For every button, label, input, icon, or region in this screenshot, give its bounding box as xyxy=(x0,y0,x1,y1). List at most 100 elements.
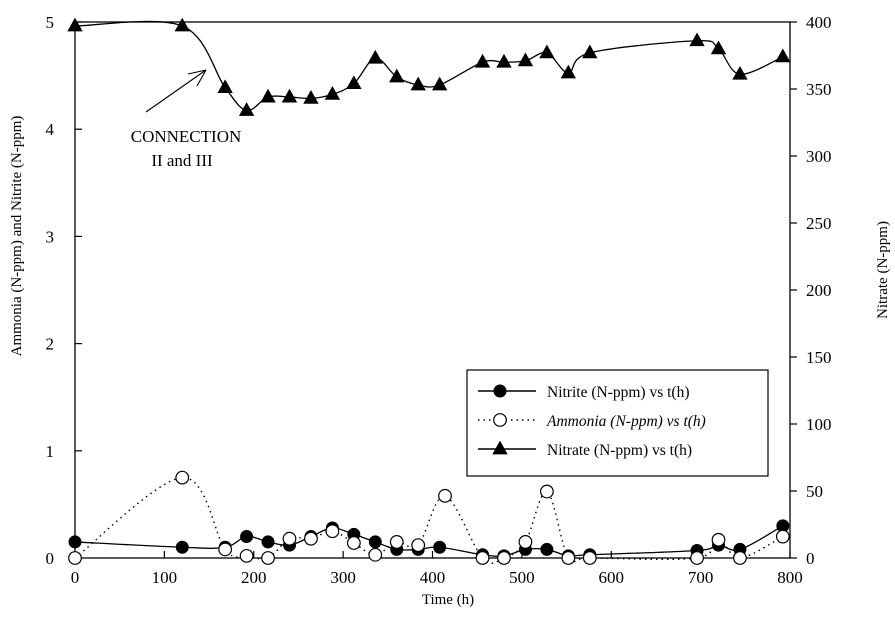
data-point-ammonia xyxy=(540,484,554,499)
y-left-tick-label: 0 xyxy=(46,549,55,568)
data-point-nitrate xyxy=(367,49,383,64)
data-point-nitrate xyxy=(281,88,298,103)
legend-label-nitrite: Nitrite (N-ppm) vs t(h) xyxy=(547,384,689,401)
y-right-tick-label: 50 xyxy=(806,482,823,501)
legend-label-ammonia: Ammonia (N-ppm) vs t(h) xyxy=(546,413,706,430)
data-point-nitrate xyxy=(732,65,748,80)
legend-marker-ammonia xyxy=(493,413,507,427)
annotation-line-1: CONNECTION xyxy=(131,127,242,146)
data-point-ammonia xyxy=(304,531,318,546)
data-point-nitrate xyxy=(474,53,491,68)
data-point-ammonia xyxy=(690,551,704,565)
y-right-tick-label: 350 xyxy=(806,80,832,99)
data-point-ammonia xyxy=(346,536,361,550)
data-point-ammonia xyxy=(239,548,254,563)
legend-box xyxy=(466,369,769,477)
y-left-axis-title: Ammonia (N-ppm) and Nitrite (N-ppm) xyxy=(9,116,25,357)
data-point-nitrate xyxy=(517,52,534,67)
data-point-ammonia xyxy=(518,535,533,549)
data-point-ammonia xyxy=(68,551,82,565)
y-right-tick-label: 250 xyxy=(806,214,832,233)
data-point-nitrite xyxy=(540,542,554,556)
legend: Nitrite (N-ppm) vs t(h) Ammonia (N-ppm) … xyxy=(466,369,769,477)
y-right-tick-label: 400 xyxy=(806,13,832,32)
data-point-nitrate xyxy=(238,102,255,116)
legend-label-nitrate: Nitrate (N-ppm) vs t(h) xyxy=(547,442,692,459)
legend-marker-nitrite xyxy=(493,384,507,398)
data-point-ammonia xyxy=(261,551,275,565)
data-point-nitrate xyxy=(560,64,577,79)
data-point-nitrate xyxy=(346,75,362,90)
data-point-ammonia xyxy=(218,542,233,557)
data-point-nitrate xyxy=(539,44,555,59)
data-point-ammonia xyxy=(582,551,597,565)
data-point-nitrite xyxy=(433,540,447,554)
legend-marker-nitrate xyxy=(492,440,508,455)
y-left-tick-label: 4 xyxy=(46,120,55,139)
x-tick-label: 500 xyxy=(509,568,535,587)
y-right-axis-title: Nitrate (N-ppm) xyxy=(875,221,891,319)
x-tick-label: 300 xyxy=(330,568,356,587)
data-point-ammonia xyxy=(325,524,340,539)
data-point-ammonia xyxy=(368,547,383,562)
x-tick-label: 200 xyxy=(241,568,267,587)
series-markers xyxy=(67,17,791,565)
data-point-nitrite xyxy=(175,540,189,554)
data-point-ammonia xyxy=(282,531,297,546)
data-point-nitrate xyxy=(775,48,791,63)
data-point-nitrite xyxy=(368,535,382,549)
data-point-nitrate xyxy=(217,79,233,94)
annotation-line-2: II and III xyxy=(151,151,213,170)
data-point-nitrate xyxy=(431,76,448,91)
x-tick-label: 800 xyxy=(777,568,803,587)
data-point-ammonia xyxy=(411,538,426,553)
data-point-nitrate xyxy=(689,32,705,47)
data-point-nitrite xyxy=(261,535,275,549)
legend-symbols xyxy=(478,384,536,455)
data-point-ammonia xyxy=(438,488,452,503)
data-point-ammonia xyxy=(775,529,790,544)
data-point-nitrate xyxy=(67,17,83,32)
y-right-axis-ticks: 0 50 100 150 200 250 300 350 400 xyxy=(790,13,832,568)
x-axis-ticks: 0 100 200 300 400 500 600 700 800 xyxy=(71,551,803,587)
x-tick-label: 700 xyxy=(688,568,714,587)
y-left-tick-label: 1 xyxy=(46,442,55,461)
y-right-tick-label: 150 xyxy=(806,348,832,367)
annotation-arrow-shaft xyxy=(145,69,207,113)
y-left-axis-ticks: 0 1 2 3 4 5 xyxy=(46,13,82,568)
x-tick-label: 0 xyxy=(71,568,80,587)
y-left-tick-label: 2 xyxy=(46,335,55,354)
y-right-tick-label: 300 xyxy=(806,147,832,166)
y-right-tick-label: 100 xyxy=(806,415,832,434)
data-point-ammonia xyxy=(561,551,576,565)
data-point-nitrate xyxy=(174,17,190,32)
data-point-nitrate xyxy=(389,68,405,83)
data-point-ammonia xyxy=(175,470,190,485)
x-tick-label: 400 xyxy=(420,568,446,587)
data-point-nitrate xyxy=(260,88,276,103)
data-point-nitrate xyxy=(710,40,727,55)
y-right-tick-label: 200 xyxy=(806,281,832,300)
y-left-tick-label: 5 xyxy=(46,13,55,32)
data-point-nitrate xyxy=(303,90,319,104)
data-point-ammonia xyxy=(711,532,726,547)
x-tick-label: 100 xyxy=(152,568,178,587)
data-point-nitrate xyxy=(582,44,598,59)
data-point-ammonia xyxy=(389,535,404,549)
x-tick-label: 600 xyxy=(599,568,625,587)
data-point-ammonia xyxy=(733,551,747,565)
data-point-nitrite xyxy=(240,530,254,544)
y-left-tick-label: 3 xyxy=(46,227,55,246)
annotation-arrowhead xyxy=(187,69,207,87)
data-point-nitrate xyxy=(496,53,512,68)
annotation: CONNECTION II and III xyxy=(131,69,242,170)
data-point-nitrate xyxy=(410,76,426,91)
x-axis-title: Time (h) xyxy=(422,592,474,608)
data-point-nitrite xyxy=(68,535,82,549)
data-point-ammonia xyxy=(497,551,511,565)
y-right-tick-label: 0 xyxy=(806,549,815,568)
data-point-nitrate xyxy=(324,86,341,100)
series-line-nitrate xyxy=(74,20,784,112)
